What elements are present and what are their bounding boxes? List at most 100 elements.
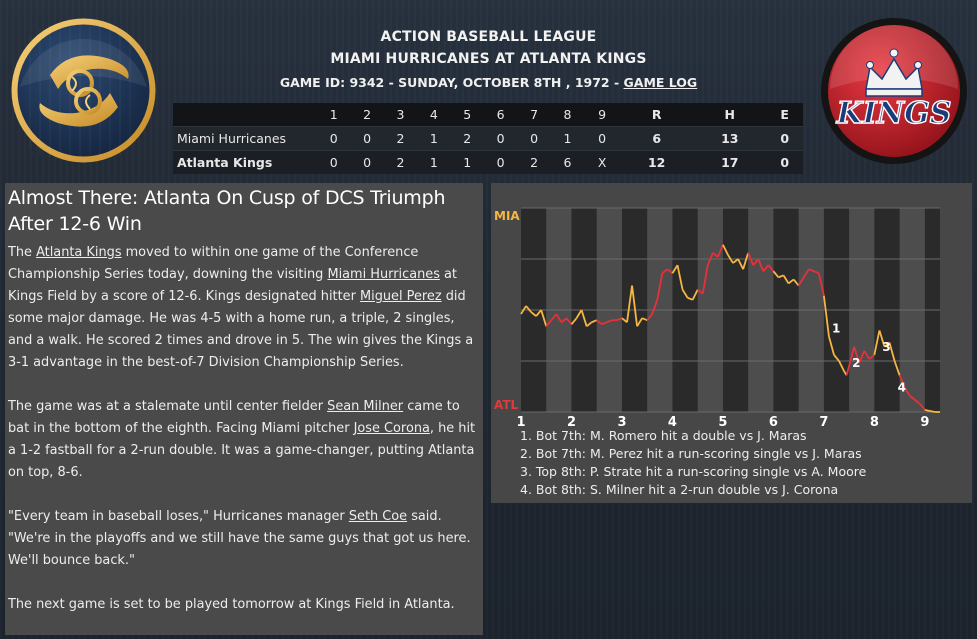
wp-segment xyxy=(924,409,931,412)
wp-segment xyxy=(676,264,684,290)
x-tick-label: 1 xyxy=(516,415,525,427)
chart-gridlines xyxy=(521,207,940,413)
wp-segment xyxy=(833,354,840,362)
text-run: The xyxy=(8,245,37,260)
wp-segment xyxy=(666,268,674,274)
header-inning: 3 xyxy=(396,107,405,122)
inning-score: 0 xyxy=(530,131,539,146)
wp-segment xyxy=(914,399,921,405)
wp-segment xyxy=(697,288,704,295)
header-runs: R xyxy=(651,107,662,122)
inning-score: 0 xyxy=(363,155,372,170)
wp-segment xyxy=(732,258,739,264)
header-inning: 4 xyxy=(429,107,438,122)
x-axis-labels: 1 2 3 4 5 6 7 8 9 xyxy=(516,415,929,427)
wp-segment xyxy=(802,268,810,278)
wp-segment xyxy=(545,319,552,327)
home-team-logo[interactable]: KINGS xyxy=(820,17,968,165)
wp-segment xyxy=(691,289,699,301)
wp-segment xyxy=(868,354,875,360)
article-headline: Almost There: Atlanta On Cusp of DCS Tri… xyxy=(8,187,446,235)
win-probability-panel: 1 2 3 4 1 2 3 4 5 6 7 8 9 MIA ATL 1. Bot 7th: M. Ro… xyxy=(491,183,972,503)
errors-total: 0 xyxy=(780,131,790,146)
wp-segment xyxy=(701,264,709,294)
wp-segment xyxy=(712,252,719,258)
wp-segment xyxy=(782,274,790,284)
wp-segment xyxy=(929,410,936,413)
wp-segment xyxy=(878,330,886,347)
win-probability-line xyxy=(520,244,940,413)
wp-segment xyxy=(747,252,755,266)
wp-segment xyxy=(520,305,527,315)
x-tick-label: 4 xyxy=(668,415,677,427)
event-marker-label: 4 xyxy=(898,381,906,395)
player-link[interactable]: Sean Milner xyxy=(327,399,404,414)
inning-score: 0 xyxy=(496,131,505,146)
wp-segment xyxy=(636,317,643,327)
x-tick-label: 6 xyxy=(769,415,778,427)
key-event-item: 3. Top 8th: P. Strate hit a run-scoring … xyxy=(520,464,867,479)
wp-segment xyxy=(651,299,659,315)
inning-score: 6 xyxy=(563,155,572,170)
wp-segment xyxy=(737,258,744,270)
header-inning: 2 xyxy=(363,107,372,122)
wp-segment xyxy=(575,309,583,319)
wp-segment xyxy=(888,342,896,362)
wp-segment xyxy=(681,289,689,299)
game-log-link[interactable]: GAME LOG xyxy=(623,75,698,90)
inning-score: 1 xyxy=(429,131,438,146)
wp-segment xyxy=(722,244,729,256)
wp-segment xyxy=(626,285,633,323)
game-header: ACTION BASEBALL LEAGUE MIAMI HURRICANES … xyxy=(0,26,977,94)
wp-segment xyxy=(797,276,805,286)
wp-segment xyxy=(596,319,603,325)
text-run: , he hit a 1-2 fastball for a 2-run doub… xyxy=(8,421,476,480)
manager-link[interactable]: Seth Coe xyxy=(348,509,408,524)
wp-segment xyxy=(530,311,537,317)
x-tick-label: 9 xyxy=(920,415,929,427)
team-name-away[interactable]: Miami Hurricanes xyxy=(177,131,287,146)
article-paragraph: The Atlanta Kings moved to within one ga… xyxy=(8,242,480,374)
runs-total: 6 xyxy=(652,131,662,146)
wp-segment xyxy=(757,258,765,272)
player-link[interactable]: Miguel Perez xyxy=(359,289,442,304)
article-paragraph: The game was at a stalemate until center… xyxy=(8,396,480,484)
wp-segment xyxy=(727,254,734,264)
header-inning: 1 xyxy=(329,107,338,122)
wp-segment xyxy=(535,309,542,317)
linescore-row-away[interactable]: Miami Hurricanes 0 0 2 1 2 0 0 1 0 6 13 … xyxy=(173,126,803,151)
hits-total: 17 xyxy=(721,155,739,170)
wp-segment xyxy=(909,394,916,401)
wp-segment xyxy=(616,317,623,322)
wp-segment xyxy=(621,317,628,323)
header-inning: 5 xyxy=(463,107,472,122)
team-name-home[interactable]: Atlanta Kings xyxy=(177,155,273,170)
wp-segment xyxy=(903,387,911,397)
wp-segment xyxy=(808,268,815,273)
inning-score: 1 xyxy=(563,131,572,146)
text-run: "Every team in baseball loses," Hurrican… xyxy=(8,509,349,524)
key-event-item: 4. Bot 8th: S. Milner hit a 2-run double… xyxy=(520,482,839,497)
linescore-table: 1 2 3 4 5 6 7 8 9 R H E Miami Hurricanes… xyxy=(173,103,803,174)
inning-score: 2 xyxy=(396,155,405,170)
text-run: The game was at a stalemate until center… xyxy=(8,399,328,414)
player-link[interactable]: Jose Corona xyxy=(353,421,430,436)
wp-segment xyxy=(828,336,835,356)
team-link[interactable]: Atlanta Kings xyxy=(36,245,122,260)
away-team-logo[interactable] xyxy=(10,17,157,164)
team-link[interactable]: Miami Hurricanes xyxy=(327,267,440,282)
y-top-label: MIA xyxy=(494,209,520,223)
key-events-list: 1. Bot 7th: M. Romero hit a double vs J.… xyxy=(520,427,866,499)
inning-score: 1 xyxy=(463,155,472,170)
wp-segment xyxy=(822,295,830,337)
errors-total: 0 xyxy=(780,155,790,170)
wp-segment xyxy=(550,313,558,321)
event-marker-label: 1 xyxy=(832,322,840,336)
linescore-row-home[interactable]: Atlanta Kings 0 0 2 1 1 0 2 6 X 12 17 0 xyxy=(173,150,803,174)
x-tick-label: 5 xyxy=(718,415,727,427)
wp-segment xyxy=(772,270,780,278)
wp-segment xyxy=(838,360,845,372)
wp-segment xyxy=(787,278,795,285)
game-info: GAME ID: 9342 - SUNDAY, OCTOBER 8TH , 19… xyxy=(0,72,977,94)
wp-segment xyxy=(883,341,891,348)
